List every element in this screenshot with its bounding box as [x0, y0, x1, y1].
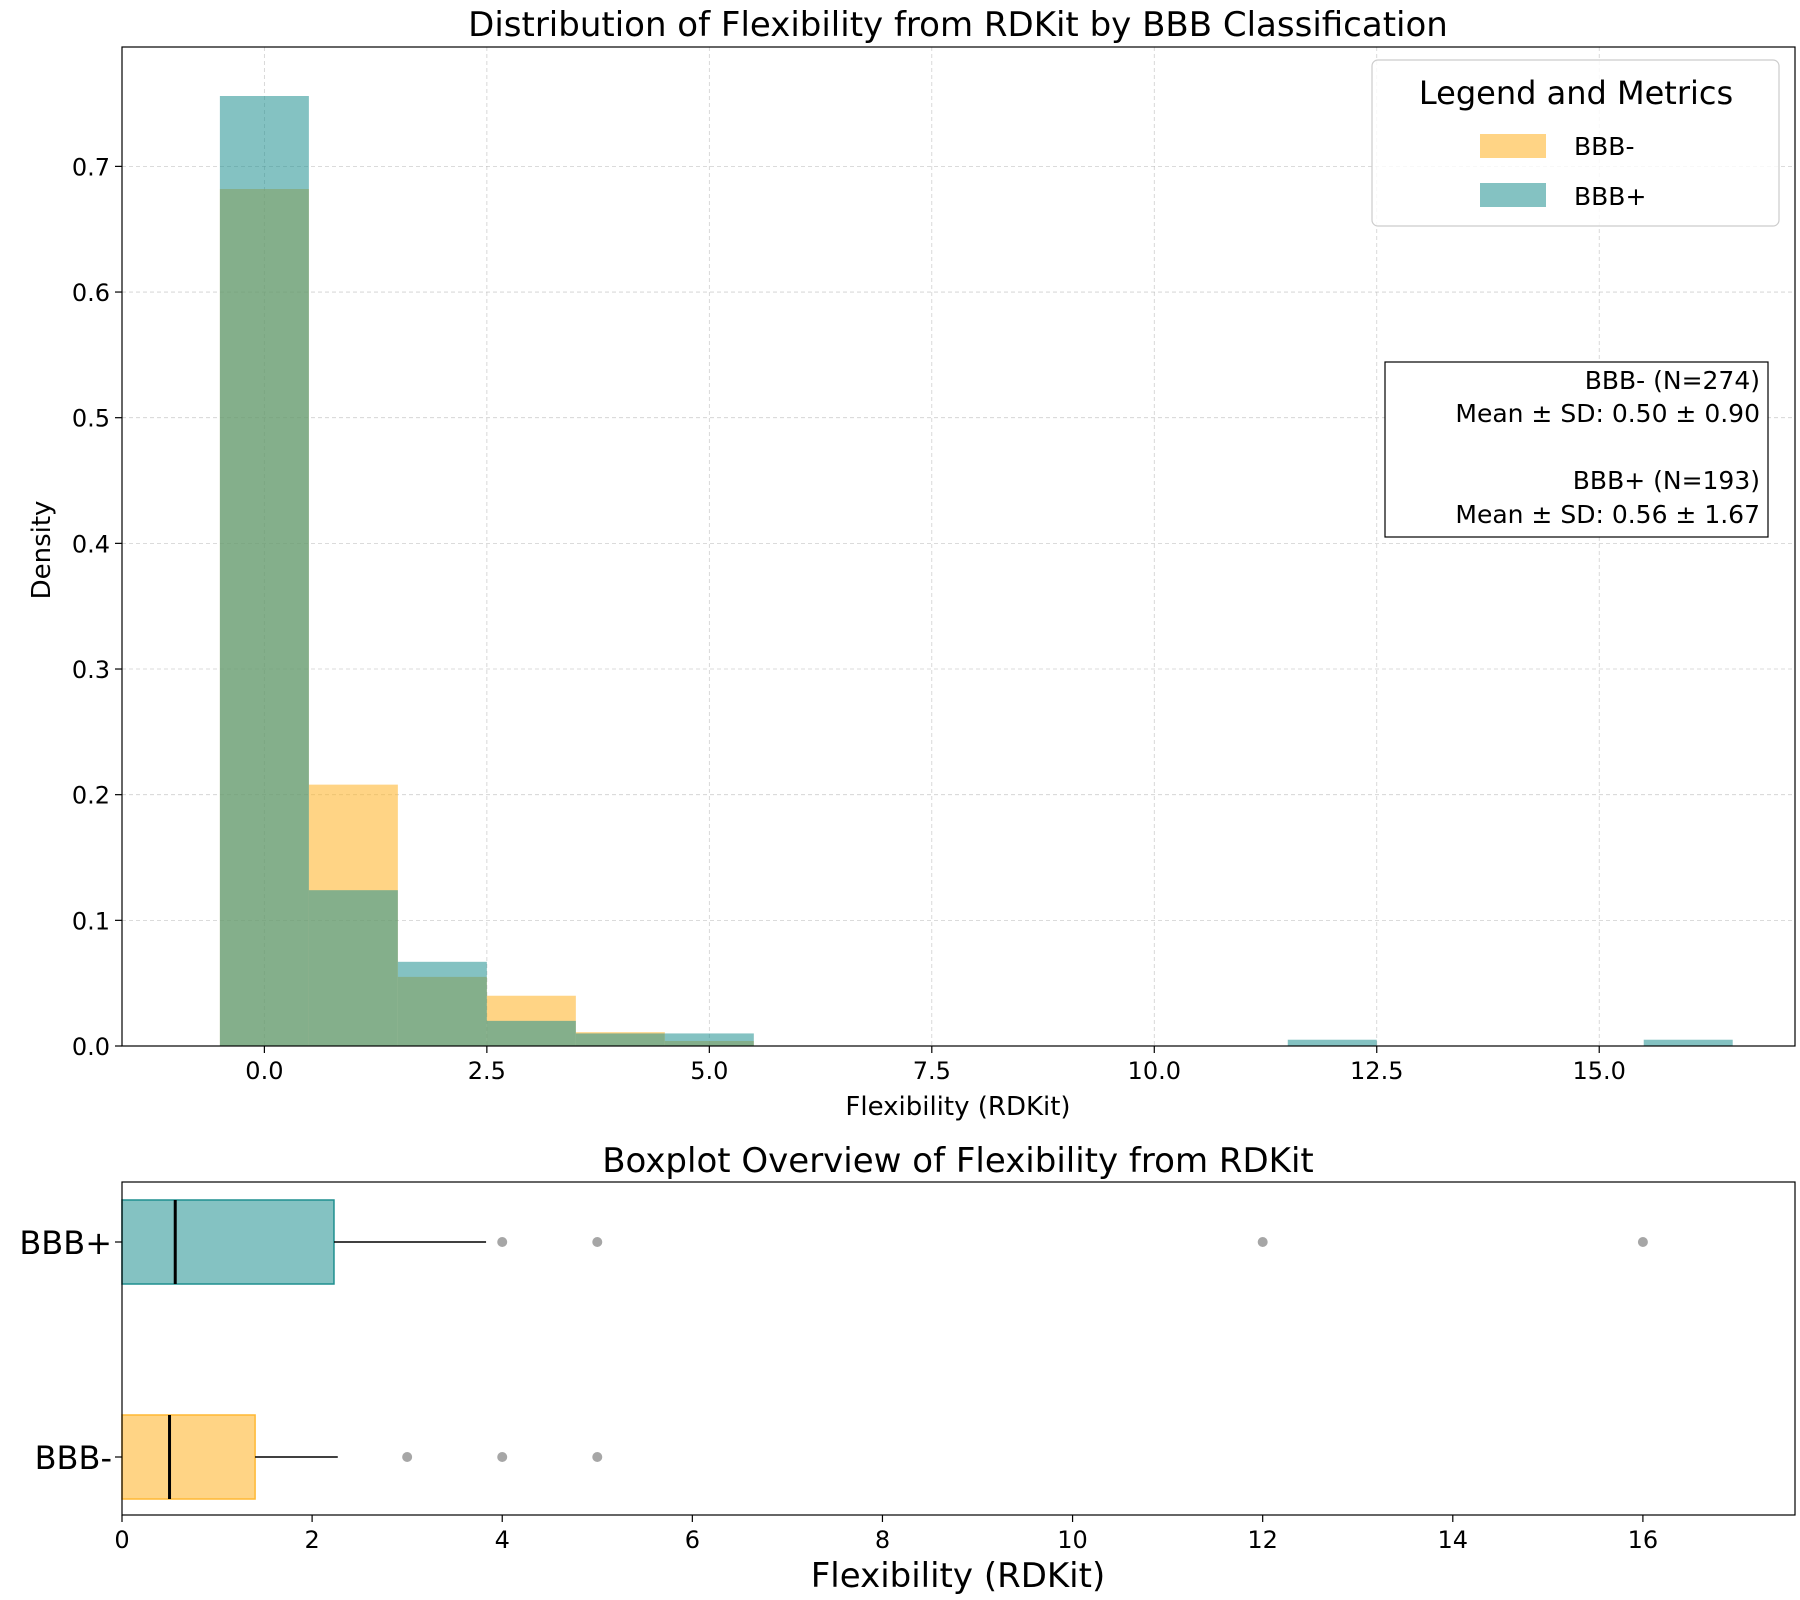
y-tick-label: 0.6 [72, 279, 110, 307]
outlier-point-bbbpos [1637, 1237, 1648, 1247]
x-tick-label: 10 [1057, 1526, 1088, 1554]
metrics-line-bbb-neg-n: BBB- (N=274) [1585, 366, 1760, 395]
hist-bar-bbbpos [397, 961, 487, 1046]
outlier-point-bbbpos [1257, 1237, 1268, 1247]
x-tick-label: 5.0 [690, 1057, 728, 1085]
hist-bar-bbbpos [575, 1033, 665, 1046]
hist-bar-bbbpos [1643, 1039, 1733, 1046]
outlier-point-bbbneg [592, 1452, 603, 1462]
box-bbbpos [121, 1199, 335, 1285]
legend-frame [1371, 59, 1780, 227]
y-tick-label: 0.4 [72, 530, 110, 558]
boxplot-x-axis-label: Flexibility (RDKit) [811, 1556, 1105, 1596]
histogram-title: Distribution of Flexibility from RDKit b… [468, 5, 1448, 45]
x-tick-label: 10.0 [1128, 1057, 1181, 1085]
y-tick-label: 0.1 [72, 907, 110, 935]
x-tick-label: 12 [1247, 1526, 1278, 1554]
metrics-line-bbb-neg-mean: Mean ± SD: 0.50 ± 0.90 [1455, 399, 1760, 428]
boxplot-x-ticks: 0 2 4 6 8 10 12 14 16 [114, 1515, 1658, 1554]
legend-title: Legend and Metrics [1419, 74, 1733, 112]
histogram-x-axis-label: Flexibility (RDKit) [845, 1092, 1070, 1122]
y-tick-label: 0.5 [72, 405, 110, 433]
histogram-frame [121, 46, 1796, 1047]
y-tick-label: 0.3 [72, 656, 110, 684]
metrics-box: BBB- (N=274) Mean ± SD: 0.50 ± 0.90 BBB+… [1384, 361, 1769, 538]
x-tick-label: 0.0 [245, 1057, 283, 1085]
y-tick-label: 0.2 [72, 782, 110, 810]
x-tick-label: 8 [875, 1526, 890, 1554]
legend: Legend and Metrics BBB- BBB+ [1371, 59, 1780, 227]
hist-bar-bbbpos [219, 96, 309, 1046]
x-tick-label: 2 [304, 1526, 319, 1554]
outlier-point-bbbpos [592, 1237, 603, 1247]
x-tick-label: 15.0 [1573, 1057, 1626, 1085]
histogram-y-ticks: 0.0 0.1 0.2 0.3 0.4 0.5 0.6 0.7 [72, 153, 122, 1061]
y-tick-label: 0.7 [72, 153, 110, 181]
x-tick-label: 16 [1628, 1526, 1659, 1554]
hist-bar-bbbpos [308, 890, 398, 1046]
legend-entry-bbb-neg: BBB- [1574, 132, 1634, 161]
legend-entry-bbb-pos: BBB+ [1574, 182, 1646, 211]
boxplot-panel: Boxplot Overview of Flexibility from RDK… [19, 1141, 1796, 1596]
histogram-bars [219, 96, 1733, 1047]
histogram-panel: Distribution of Flexibility from RDKit b… [27, 5, 1796, 1122]
x-tick-label: 2.5 [468, 1057, 506, 1085]
boxplot-title: Boxplot Overview of Flexibility from RDK… [602, 1141, 1314, 1181]
histogram-y-axis-label: Density [27, 501, 57, 600]
category-label: BBB+ [19, 1224, 112, 1262]
boxplot-frame [121, 1181, 1796, 1516]
x-tick-label: 0 [114, 1526, 129, 1554]
legend-swatch-bbb-pos [1480, 183, 1546, 207]
outlier-point-bbbneg [497, 1452, 508, 1462]
x-tick-label: 14 [1438, 1526, 1469, 1554]
metrics-line-bbb-pos-mean: Mean ± SD: 0.56 ± 1.67 [1455, 500, 1760, 529]
hist-bar-bbbpos [486, 1020, 576, 1046]
x-tick-label: 4 [495, 1526, 510, 1554]
boxplot-category-labels: BBB+ BBB- [19, 1224, 122, 1477]
legend-swatch-bbb-neg [1480, 134, 1546, 158]
boxplot-marks [121, 1199, 1648, 1500]
outlier-point-bbbpos [497, 1237, 508, 1247]
outlier-point-bbbneg [402, 1452, 413, 1462]
x-tick-label: 7.5 [913, 1057, 951, 1085]
hist-bar-bbbpos [1287, 1039, 1377, 1046]
histogram-x-ticks: 0.0 2.5 5.0 7.5 10.0 12.5 15.0 [245, 1046, 1626, 1085]
metrics-line-bbb-pos-n: BBB+ (N=193) [1573, 466, 1760, 495]
x-tick-label: 6 [685, 1526, 700, 1554]
y-tick-label: 0.0 [72, 1033, 110, 1061]
box-bbbneg [121, 1414, 256, 1500]
metrics-frame [1384, 361, 1769, 538]
x-tick-label: 12.5 [1350, 1057, 1403, 1085]
category-label: BBB- [35, 1439, 112, 1477]
hist-bar-bbbpos [664, 1033, 754, 1046]
